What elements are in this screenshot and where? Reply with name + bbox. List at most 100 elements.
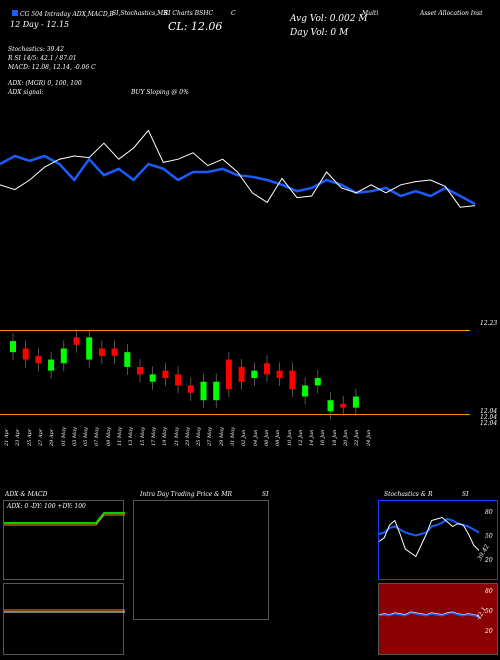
adx-panel: ADX: 0 -DY: 100 +DY: 100 (3, 500, 125, 580)
adx-signal: ADX signal: (8, 89, 44, 96)
rsi-axis-80: 80 (485, 588, 493, 595)
date-label: 14 Jun (309, 429, 316, 446)
candle-body (225, 359, 232, 390)
price-label-3: 12.04 (480, 420, 498, 427)
date-label: 11 May (117, 427, 123, 446)
stoch-axis-80: 80 (485, 509, 493, 516)
candle-body (35, 355, 42, 364)
candle-body (60, 348, 67, 364)
candle-body (98, 348, 105, 356)
date-label: 15 May (139, 427, 146, 446)
macd-panel (3, 583, 125, 655)
adx-plus-line (4, 512, 125, 524)
candle-body (276, 370, 283, 379)
top-price-line (0, 330, 470, 331)
adx-minus-line (4, 514, 125, 526)
candle-body (22, 348, 29, 360)
adx-panel-lines (4, 512, 125, 526)
date-label: 07 May (94, 427, 101, 446)
stoch-panel-title: Stochastics & R (384, 491, 433, 498)
date-label: 29 Apr (49, 428, 56, 446)
rsi-panel-lines (378, 611, 480, 618)
date-label: 05 May (83, 427, 90, 446)
candle-body (73, 337, 80, 345)
date-label: 06 Jun (263, 429, 270, 446)
candle-body (264, 363, 270, 375)
candle-body (340, 403, 347, 408)
date-label: 16 Jun (320, 429, 327, 446)
date-label: 25 May (196, 427, 203, 446)
date-label: 20 Jun (343, 429, 349, 446)
date-label: 13 May (128, 427, 135, 446)
candle-body (149, 374, 156, 382)
date-label: 01 May (60, 427, 67, 446)
candlestick-chart (10, 329, 359, 420)
stoch-panel-lines (378, 516, 480, 558)
candle-body (352, 396, 359, 408)
candle-body (302, 385, 309, 397)
intraday-panel-title: Intra Day Trading Price & MR (140, 491, 233, 498)
date-label: 27 May (207, 427, 214, 446)
candle-body (327, 400, 334, 412)
candle-body (213, 381, 220, 401)
stoch-si-label: SI (462, 491, 469, 498)
header-asset: Asset Allocation Inst (420, 10, 483, 17)
adx-panel-values: ADX: 0 -DY: 100 +DY: 100 (7, 503, 86, 510)
price-label-1: 12.04 (480, 408, 498, 415)
buy-signal: BUY Sloping @ 0% (131, 89, 189, 96)
candle-body (137, 366, 143, 375)
candle-body (251, 370, 258, 379)
candle-body (289, 370, 296, 390)
date-label: 03 May (71, 427, 78, 446)
date-label: 18 Jun (331, 429, 338, 446)
price-label-top: 12.23 (480, 320, 498, 327)
date-label: 22 Jun (354, 429, 361, 446)
intraday-panel (133, 500, 269, 620)
candle-body (314, 378, 321, 386)
candle-body (48, 359, 55, 371)
adx-value: ADX: (MGR) 0, 100, 100 (8, 80, 82, 87)
rsi-axis-20: 20 (485, 628, 493, 635)
accent-square (12, 10, 18, 16)
candle-body (124, 352, 131, 367)
date-label: 17 May (150, 427, 157, 446)
date-label: 25 Apr (26, 428, 33, 446)
header-ticker: CG 504 Intraday ADX,MACD,B (12, 10, 114, 18)
header-charts: SI Charts BSHC (164, 10, 214, 17)
macd-panel-lines (4, 609, 125, 613)
main-line-chart (0, 129, 476, 208)
stochastics-value: Stochastics: 39.42 (8, 46, 64, 53)
rsi-panel: 80 50 20 42.1 (378, 583, 498, 655)
date-label: 21 Apr (4, 428, 10, 446)
rsi-value: R SI 14/5: 42.1 / 87.01 (8, 55, 77, 62)
candle-body (187, 385, 194, 393)
header-c: C (231, 10, 236, 17)
rsi-blue-line (378, 611, 480, 618)
price-label-2: 12.04 (480, 414, 498, 421)
date-label: 19 May (162, 427, 169, 446)
candle-body (238, 366, 245, 382)
date-label: 02 Jun (241, 429, 248, 446)
date-label: 29 May (218, 427, 225, 446)
date-label: 31 May (230, 427, 236, 446)
bottom-price-line (0, 414, 470, 415)
date-label: 12 Jun (297, 429, 304, 446)
series-line-0 (0, 154, 476, 206)
close-label: CL: 12.06 (168, 20, 223, 33)
candle-body (111, 348, 118, 356)
stoch-panel: 80 50 20 39.42 (378, 500, 498, 580)
avg-volume: Avg Vol: 0.002 M (290, 14, 368, 24)
date-label: 27 Apr (37, 428, 44, 446)
day-range: 12 Day - 12.15 (10, 20, 70, 29)
candle-body (200, 381, 207, 401)
stoch-white-line (378, 516, 480, 558)
date-label: 24 Jun (365, 429, 372, 446)
candle-body (162, 370, 169, 379)
date-label: 10 Jun (286, 429, 293, 446)
date-label: 21 May (173, 427, 180, 446)
date-label: 09 May (105, 427, 112, 446)
candle-body (86, 337, 93, 360)
day-volume: Day Vol: 0 M (290, 28, 349, 38)
macd-value: MACD: 12.08, 12.14, -0.06 C (8, 64, 96, 71)
candle-body (10, 341, 16, 353)
